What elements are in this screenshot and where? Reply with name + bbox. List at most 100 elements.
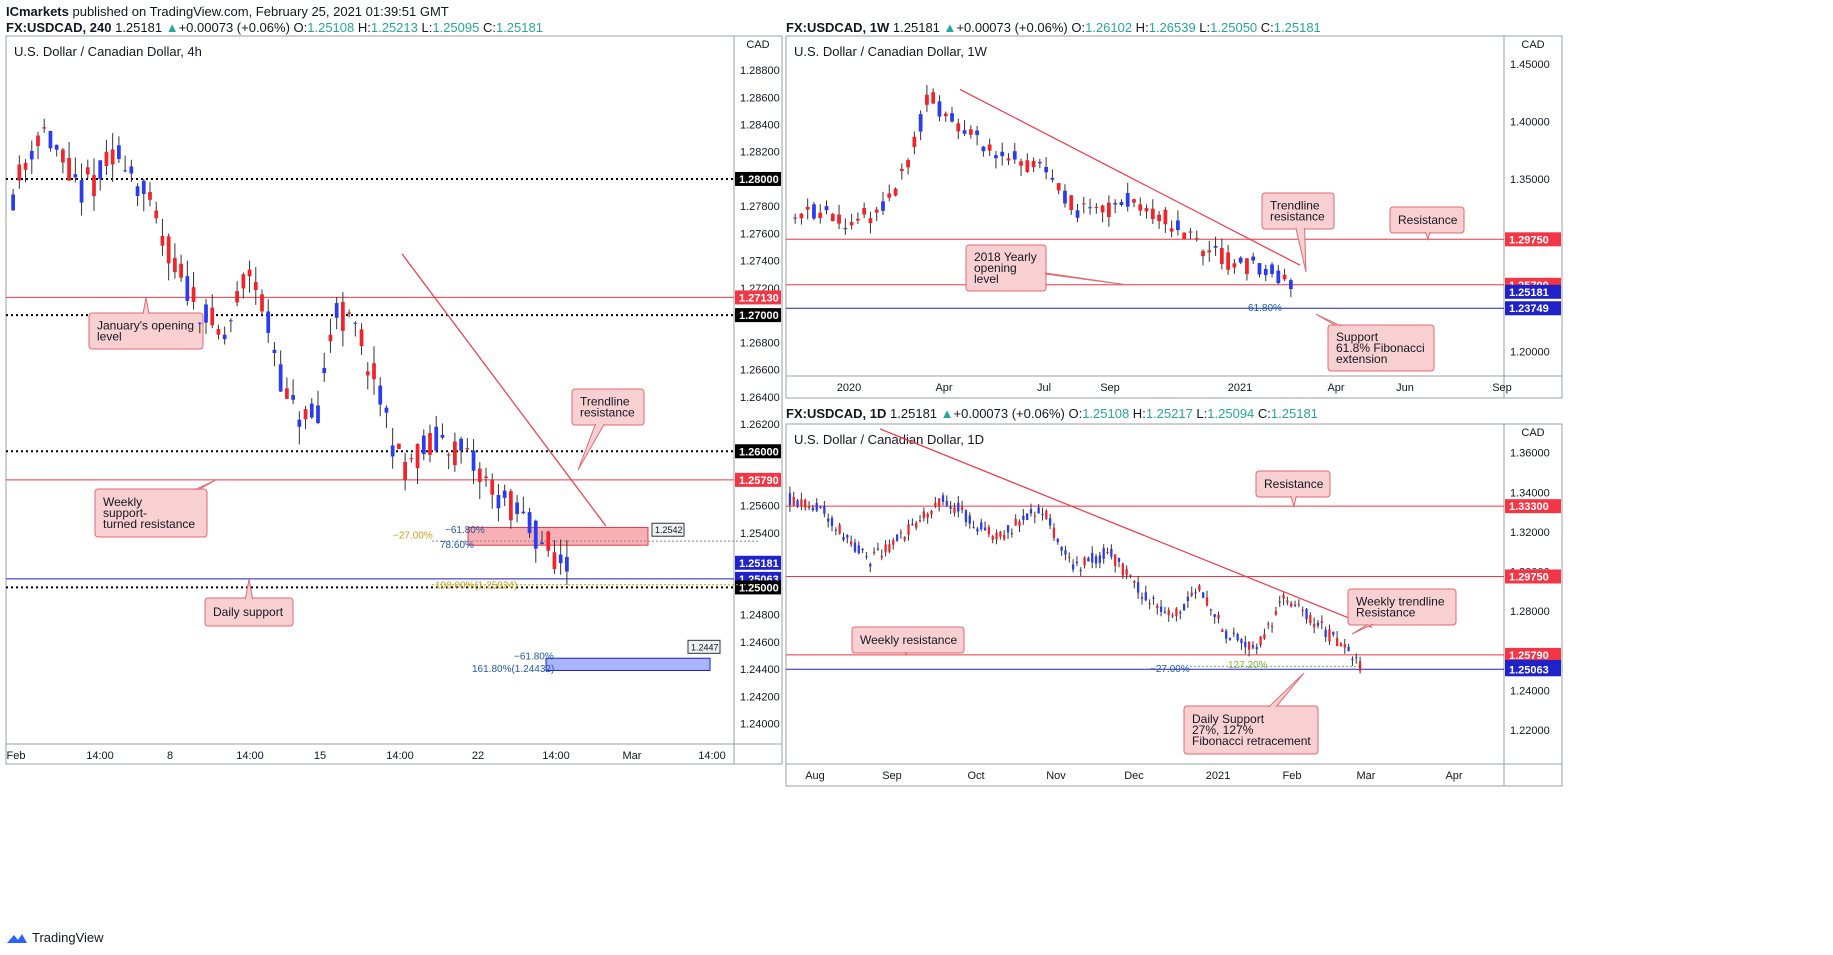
candle-body xyxy=(1226,252,1230,270)
candle-body xyxy=(1033,515,1036,517)
d1-annotation-weekly-resistance[interactable]: Weekly resistance xyxy=(851,626,965,657)
w1-header: FX:USDCAD, 1W 1.25181 ▲+0.00073 (+0.06%)… xyxy=(786,20,1321,35)
candle-body xyxy=(941,495,945,502)
h4-annotation-daily-support[interactable]: Daily support xyxy=(204,579,294,627)
candle-body xyxy=(1119,202,1124,205)
candle-body xyxy=(899,168,904,171)
candle-body xyxy=(453,441,457,466)
w1-symbol[interactable]: FX:USDCAD, 1W xyxy=(786,20,890,35)
candle-body xyxy=(1201,251,1205,257)
candle-body xyxy=(533,520,538,549)
candle-body xyxy=(800,499,803,506)
candle-body xyxy=(1339,643,1343,646)
candle-body xyxy=(11,194,15,211)
candle-body xyxy=(956,123,961,132)
h4-fib-label-100: 100.00%(1.25024) xyxy=(435,581,517,592)
tradingview-brand: TradingView xyxy=(32,930,104,945)
h4-fib-zone-upper[interactable] xyxy=(467,527,649,546)
candle-body xyxy=(1263,268,1268,276)
candle-body xyxy=(874,209,879,213)
candle-body xyxy=(962,130,967,134)
candle-body xyxy=(918,114,923,132)
level-tag xyxy=(735,308,781,323)
d1-fib-label-27: −27.00% xyxy=(1150,664,1190,675)
candle-body xyxy=(540,542,544,545)
candle-body xyxy=(1270,626,1274,628)
candle-body xyxy=(1251,645,1255,648)
candle-body xyxy=(824,206,829,211)
w1-panel[interactable]: U.S. Dollar / Canadian Dollar, 1W CAD 1.45… xyxy=(785,35,1563,399)
price-tick: 1.20000 xyxy=(1510,346,1550,358)
h4-trendline[interactable] xyxy=(401,253,607,527)
candle-body xyxy=(872,551,876,554)
level-tag-text: 1.25000 xyxy=(739,582,779,594)
d1-fib-label-127: 127.20% xyxy=(1228,660,1268,671)
d1-annotation-resistance-text: Resistance xyxy=(1264,477,1324,491)
candle-body xyxy=(1133,581,1136,583)
h4-fib-label-618: −61.80% xyxy=(445,525,485,536)
candle-body xyxy=(1071,564,1075,570)
candle-body xyxy=(1240,639,1243,644)
h4-symbol[interactable]: FX:USDCAD, 240 xyxy=(6,20,112,35)
candle-body xyxy=(521,511,526,514)
candle-body xyxy=(1125,192,1130,207)
h4-close: 1.25181 xyxy=(495,20,543,35)
candle-body xyxy=(937,101,942,117)
time-tick: 2020 xyxy=(837,382,861,394)
h4-fib-zone-lower[interactable] xyxy=(545,657,711,671)
candle-body xyxy=(372,363,376,380)
candle-body xyxy=(477,468,482,482)
candle-body xyxy=(1037,507,1040,514)
candle-body xyxy=(527,512,532,534)
d1-symbol[interactable]: FX:USDCAD, 1D xyxy=(786,406,887,421)
candle-body xyxy=(341,302,345,331)
candle-body xyxy=(73,174,78,178)
h4-price-box-1-text: 1.2542 xyxy=(655,525,683,535)
tradingview-logo[interactable]: TradingView xyxy=(6,930,104,945)
candle-body xyxy=(173,257,177,273)
candle-body xyxy=(869,564,872,567)
d1-annotation-resistance[interactable]: Resistance xyxy=(1255,470,1331,509)
candle-body xyxy=(48,130,53,149)
candle-body xyxy=(1063,190,1067,204)
candle-body xyxy=(950,113,954,122)
candle-body xyxy=(819,507,822,509)
candle-body xyxy=(291,395,295,400)
w1-trendline[interactable] xyxy=(959,88,1301,266)
level-tag xyxy=(1505,284,1561,299)
candle-body xyxy=(85,167,90,175)
d1-panel[interactable]: U.S. Dollar / Canadian Dollar, 1D CAD 1.36… xyxy=(785,423,1563,787)
candle-body xyxy=(895,534,899,541)
candle-body xyxy=(154,210,159,219)
candle-body xyxy=(843,228,848,230)
candle-body xyxy=(1079,569,1082,571)
candle-body xyxy=(934,502,937,507)
candle-body xyxy=(968,515,971,524)
level-tag xyxy=(1505,647,1561,662)
d1-annotation-weekly-resistance-cover xyxy=(853,628,963,652)
candle-body xyxy=(899,532,903,534)
publisher-name: ICmarkets xyxy=(6,4,69,19)
candle-body xyxy=(804,499,807,508)
candle-body xyxy=(1098,555,1102,563)
candle-body xyxy=(1221,629,1224,632)
level-tag xyxy=(1505,232,1561,247)
h4-panel[interactable]: U.S. Dollar / Canadian Dollar, 4h CAD 1.28… xyxy=(5,35,783,765)
w1-annotation-resistance[interactable]: Resistance xyxy=(1389,206,1465,241)
candle-body xyxy=(987,527,991,535)
level-tag-text: 1.25790 xyxy=(1509,650,1549,662)
d1-trendline[interactable] xyxy=(879,428,1373,628)
candle-body xyxy=(1010,533,1014,535)
candle-body xyxy=(353,322,358,324)
d1-annotation-weekly-resistance-text: Weekly resistance xyxy=(860,633,957,647)
candle-body xyxy=(1182,604,1186,611)
